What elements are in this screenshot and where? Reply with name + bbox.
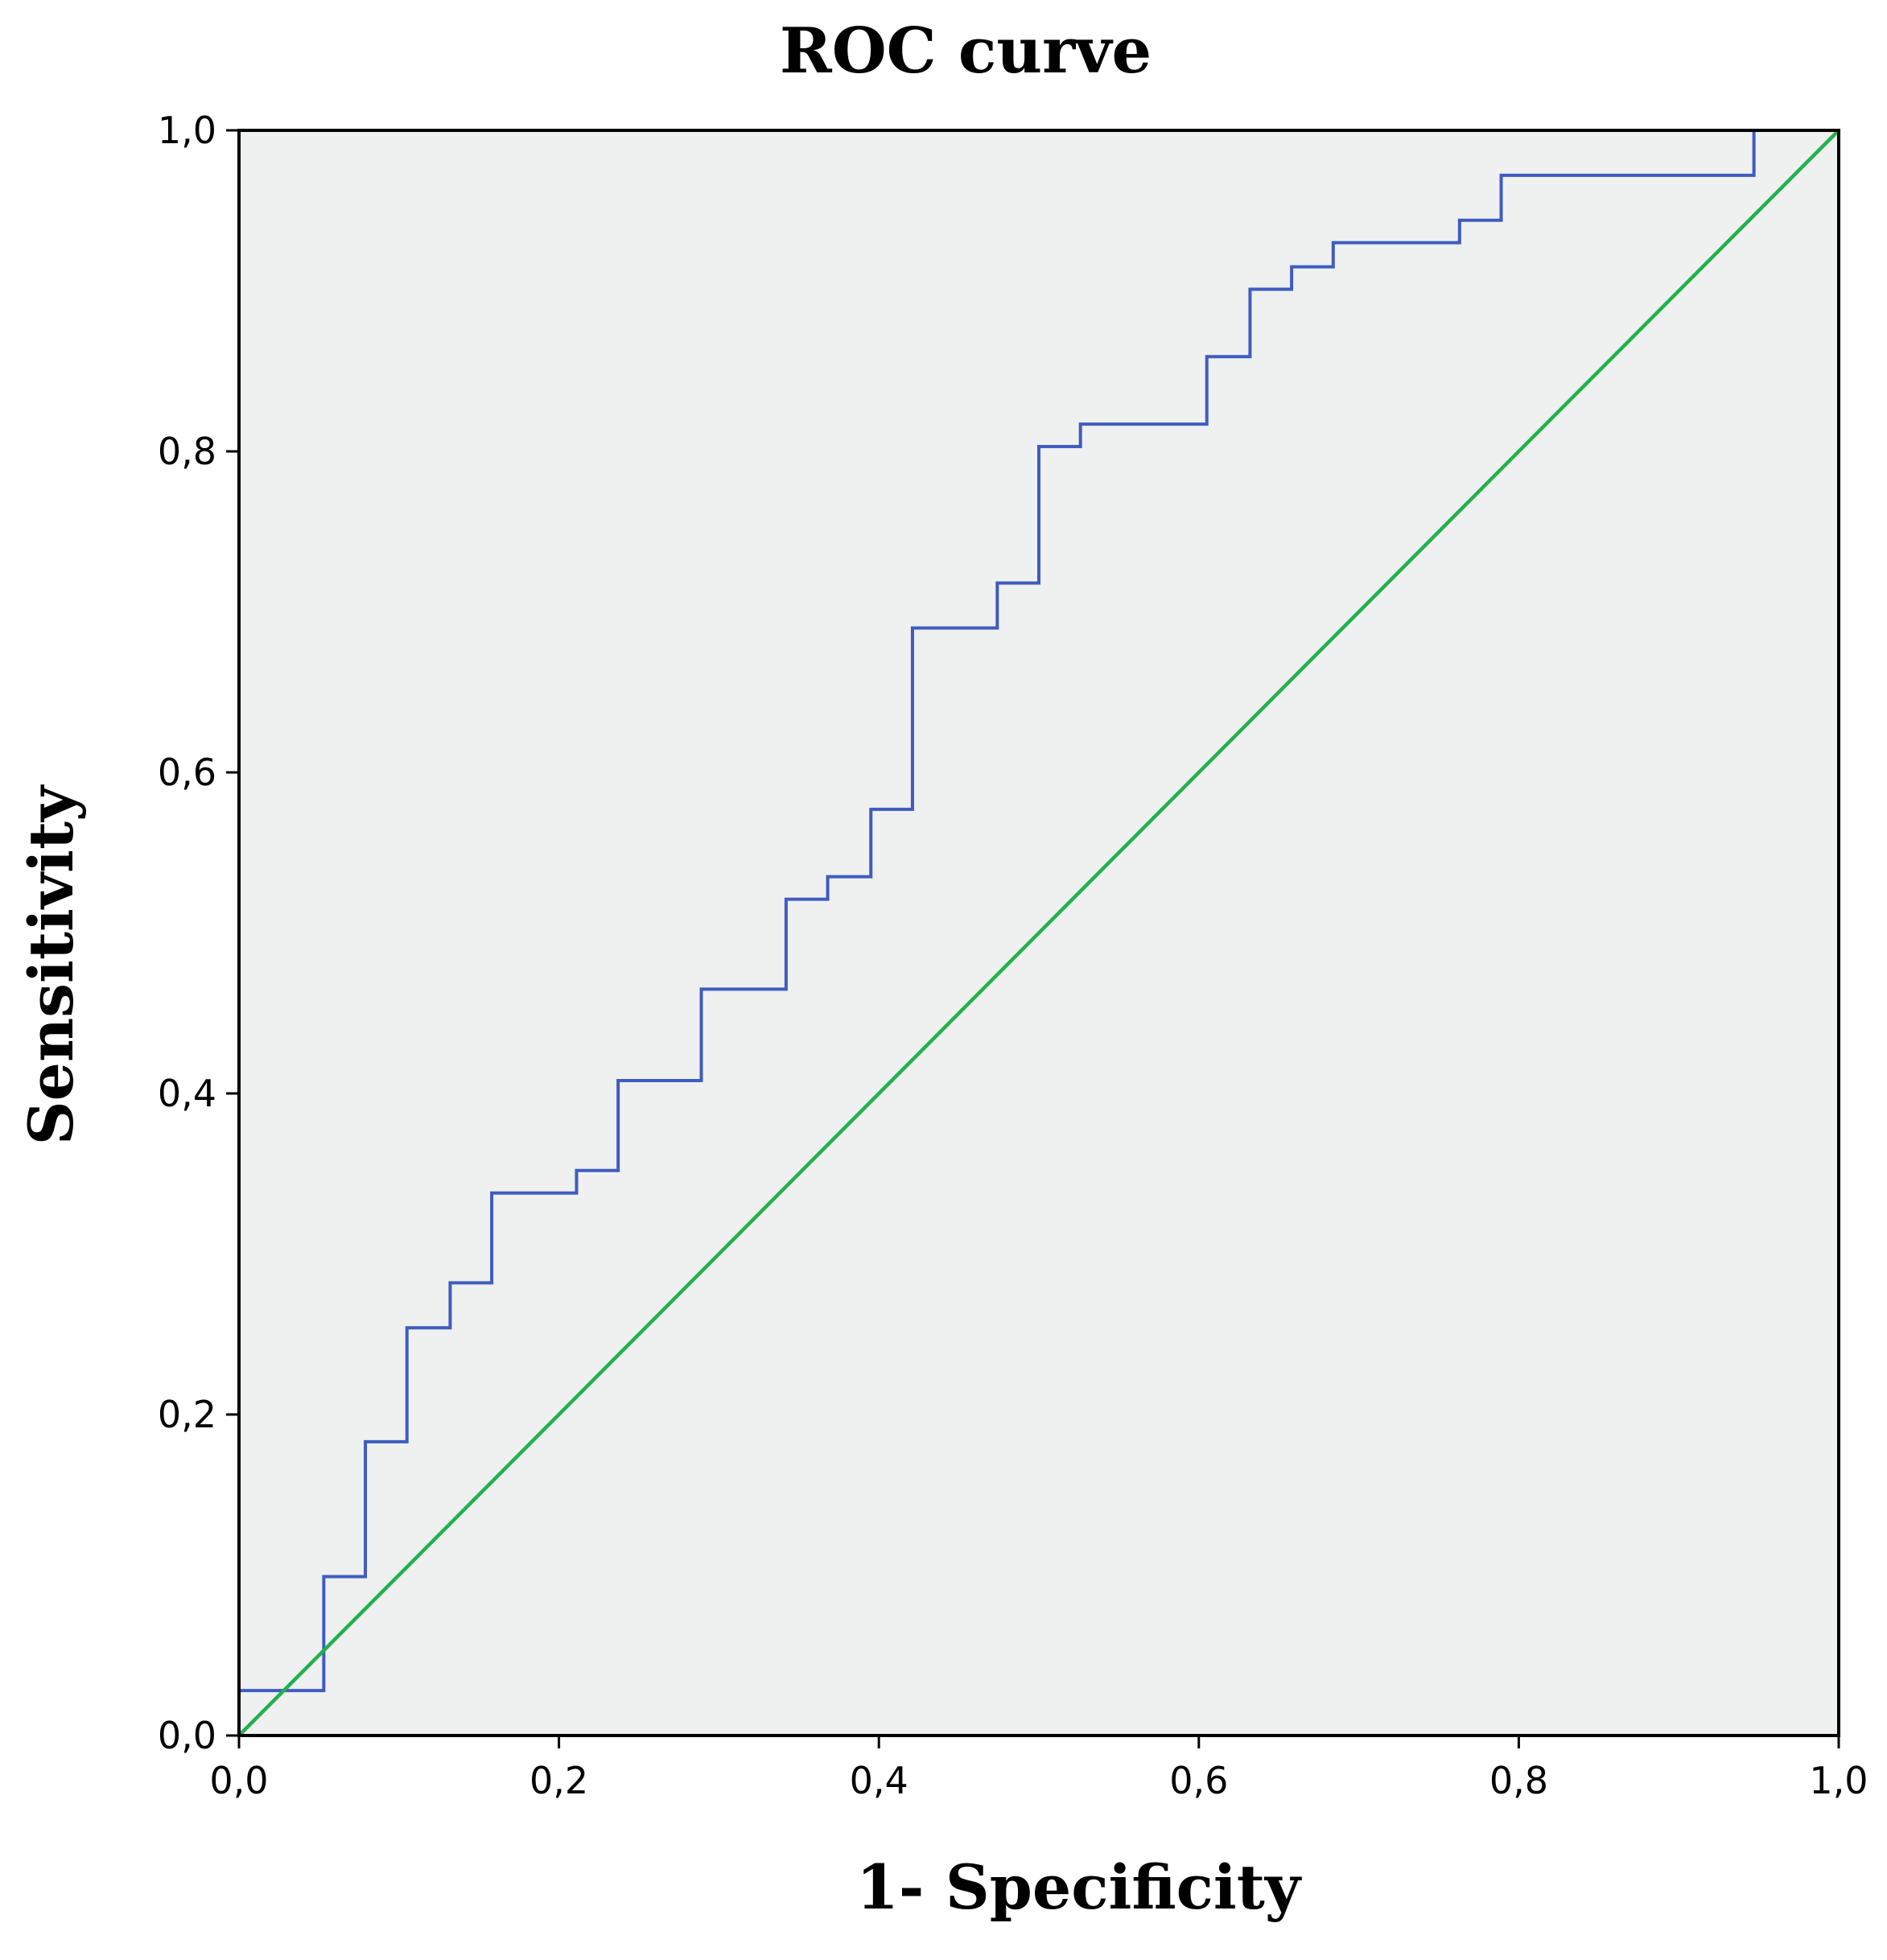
x-tick-label: 0,6	[1169, 1759, 1228, 1802]
x-tick-label: 0,0	[209, 1759, 268, 1802]
x-tick-label: 0,8	[1489, 1759, 1548, 1802]
axis-ticks	[226, 129, 1840, 1748]
y-tick-label: 0,4	[158, 1072, 216, 1115]
reference-diagonal-line	[237, 129, 1840, 1737]
y-tick-label: 0,8	[158, 430, 216, 473]
plot-frame	[237, 129, 1840, 1737]
chart-title: ROC curve	[780, 14, 1152, 88]
y-tick-label: 1,0	[158, 109, 216, 152]
y-axis-title: Sensitivity	[15, 784, 87, 1145]
y-tick-label: 0,6	[158, 751, 216, 794]
x-axis-title: 1- Specificity	[856, 1851, 1302, 1923]
y-tick-label: 0,0	[158, 1714, 216, 1757]
x-axis-tick-labels: 0,0 0,2 0,4 0,6 0,8 1,0	[209, 1759, 1868, 1802]
y-axis-tick-labels: 0,0 0,2 0,4 0,6 0,8 1,0	[158, 109, 216, 1757]
y-tick-label: 0,2	[158, 1393, 216, 1436]
x-tick-label: 1,0	[1809, 1759, 1868, 1802]
x-tick-label: 0,2	[529, 1759, 588, 1802]
series-layer	[237, 129, 1840, 1737]
x-tick-label: 0,4	[850, 1759, 908, 1802]
roc-curve-line	[237, 129, 1839, 1736]
